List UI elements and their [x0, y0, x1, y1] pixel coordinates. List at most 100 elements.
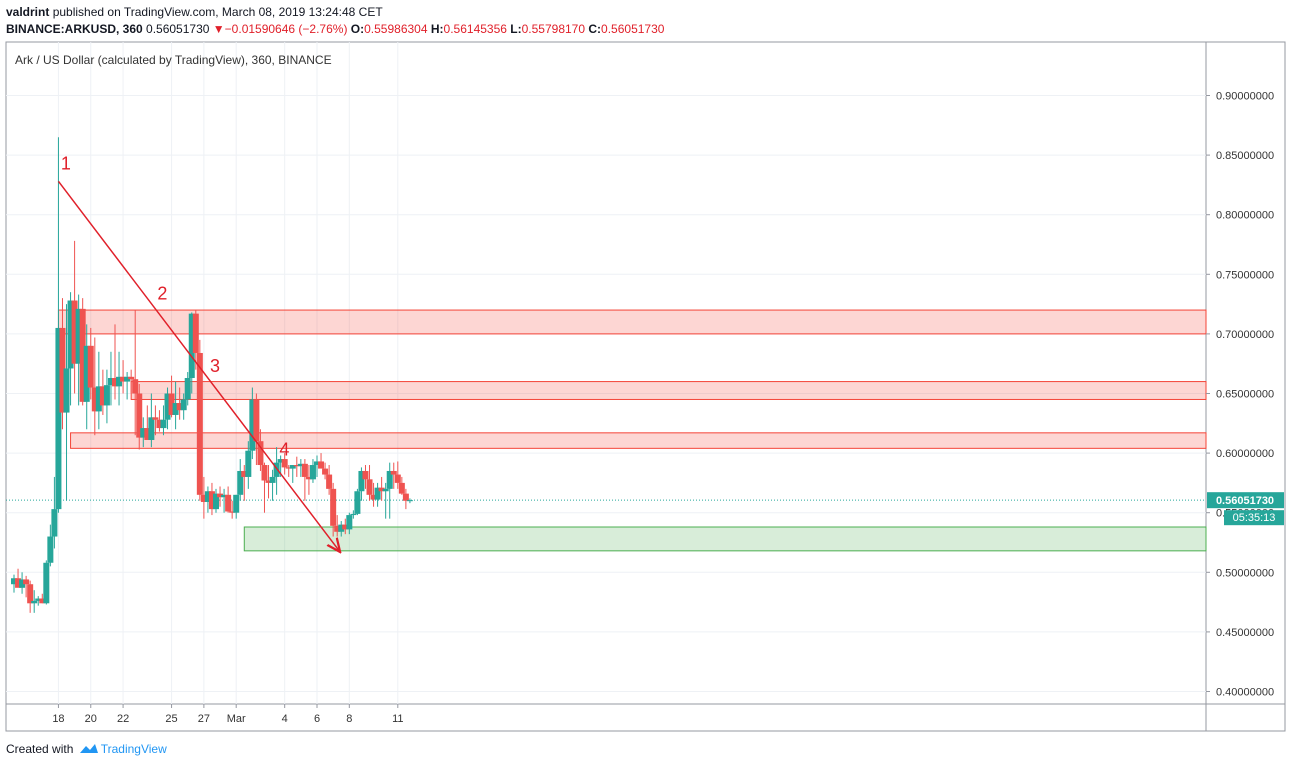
- close-value: 0.56051730: [601, 22, 665, 36]
- candle-body: [67, 300, 74, 369]
- candle-body: [374, 487, 381, 500]
- candle-body: [398, 482, 405, 494]
- candle-body: [103, 385, 110, 406]
- last-price: 0.56051730: [146, 22, 210, 36]
- candle-body: [120, 376, 127, 382]
- candle-body: [261, 465, 268, 481]
- candle-body: [188, 313, 195, 379]
- resistance-zone: [70, 432, 1207, 449]
- x-tick-label: 8: [346, 713, 352, 725]
- candle-body: [15, 578, 22, 588]
- point-label: 3: [210, 356, 220, 376]
- candle-body: [362, 470, 369, 480]
- candle-body: [51, 509, 58, 537]
- candle-body: [148, 417, 155, 440]
- candle-body: [99, 386, 106, 406]
- candle-body: [273, 462, 280, 477]
- candle-body: [112, 378, 118, 387]
- x-tick-label: 27: [198, 713, 210, 725]
- candle-body: [358, 470, 365, 492]
- candle-body: [237, 470, 244, 495]
- candle-body: [402, 493, 409, 501]
- open-value: 0.55986304: [364, 22, 428, 36]
- trendline-layer: 1 2 3 4: [57, 153, 339, 550]
- footer: Created with TradingView: [6, 742, 167, 756]
- candle-body: [285, 467, 292, 469]
- candle-body: [233, 494, 240, 513]
- candle-body: [168, 393, 175, 415]
- candle-body: [132, 379, 139, 394]
- candle-body: [390, 470, 397, 475]
- candle-body: [257, 441, 264, 466]
- candle-body: [245, 450, 252, 477]
- candle-body: [95, 386, 102, 412]
- price-change: −0.01590646 (−2.76%): [224, 22, 348, 36]
- tradingview-logo-icon: [79, 744, 98, 753]
- point-label: 2: [157, 283, 167, 303]
- candle-body: [140, 428, 147, 438]
- chart-title: Ark / US Dollar (calculated by TradingVi…: [15, 53, 332, 67]
- candle-body: [176, 403, 183, 411]
- candle-body: [406, 500, 413, 502]
- candle-body: [192, 313, 199, 353]
- point-label: 4: [279, 439, 289, 459]
- x-tick-label: 22: [117, 713, 129, 725]
- candle-body: [301, 463, 308, 477]
- x-tick-label: Mar: [227, 713, 246, 725]
- candle-body: [136, 393, 143, 438]
- low-value: 0.55798170: [521, 22, 586, 36]
- candle-body: [289, 465, 296, 469]
- candle-body: [322, 468, 329, 475]
- candle-body: [152, 417, 159, 420]
- candle-body: [314, 461, 320, 466]
- candle-body: [394, 474, 401, 483]
- candle-body: [342, 524, 349, 530]
- candle-body: [144, 428, 151, 440]
- candle-body: [55, 327, 62, 510]
- candle-body: [305, 476, 312, 480]
- y-tick-label: 0.40000000: [1216, 687, 1274, 699]
- candle-body: [366, 479, 373, 495]
- candle-body: [350, 513, 357, 516]
- y-tick-label: 0.50000000: [1216, 567, 1274, 579]
- candle-body: [71, 300, 78, 364]
- publish-line: valdrint published on TradingView.com, M…: [6, 5, 383, 19]
- x-tick-label: 20: [85, 713, 97, 725]
- resistance-zone: [130, 381, 1207, 400]
- zones: [57, 309, 1207, 552]
- candle-body: [225, 494, 232, 512]
- candle-body: [47, 536, 54, 563]
- candle-body: [378, 487, 385, 492]
- countdown-label: 05:35:13: [1233, 512, 1276, 524]
- candle-body: [309, 465, 316, 480]
- candle-body: [107, 378, 114, 386]
- point-label: 1: [61, 153, 71, 173]
- candle-body: [221, 494, 228, 498]
- candle-body: [249, 399, 256, 451]
- candle-body: [208, 491, 215, 510]
- candle-body: [79, 308, 86, 402]
- tradingview-brand[interactable]: TradingView: [100, 742, 167, 756]
- candle-body: [63, 368, 70, 413]
- candle-body: [184, 378, 191, 400]
- created-with-label: Created with: [6, 742, 74, 756]
- candles: [11, 137, 413, 613]
- support-zone: [243, 526, 1207, 552]
- candle-body: [204, 491, 211, 502]
- candle-body: [253, 399, 260, 442]
- candle-body: [11, 578, 17, 585]
- price-tags: 0.56051730 05:35:13: [1207, 492, 1284, 526]
- ohlc-line: BINANCE:ARKUSD, 360 0.56051730 ▼−0.01590…: [6, 22, 664, 36]
- y-tick-label: 0.60000000: [1216, 448, 1274, 460]
- candle-body: [75, 308, 82, 364]
- candle-body: [370, 494, 377, 500]
- candle-body: [172, 403, 179, 415]
- author-name[interactable]: valdrint: [6, 5, 50, 19]
- y-tick-label: 0.80000000: [1216, 210, 1274, 222]
- candle-body: [200, 494, 207, 502]
- candle-body: [213, 493, 219, 510]
- candle-body: [281, 459, 288, 468]
- candle-body: [318, 461, 325, 469]
- low-label: L:: [510, 22, 522, 36]
